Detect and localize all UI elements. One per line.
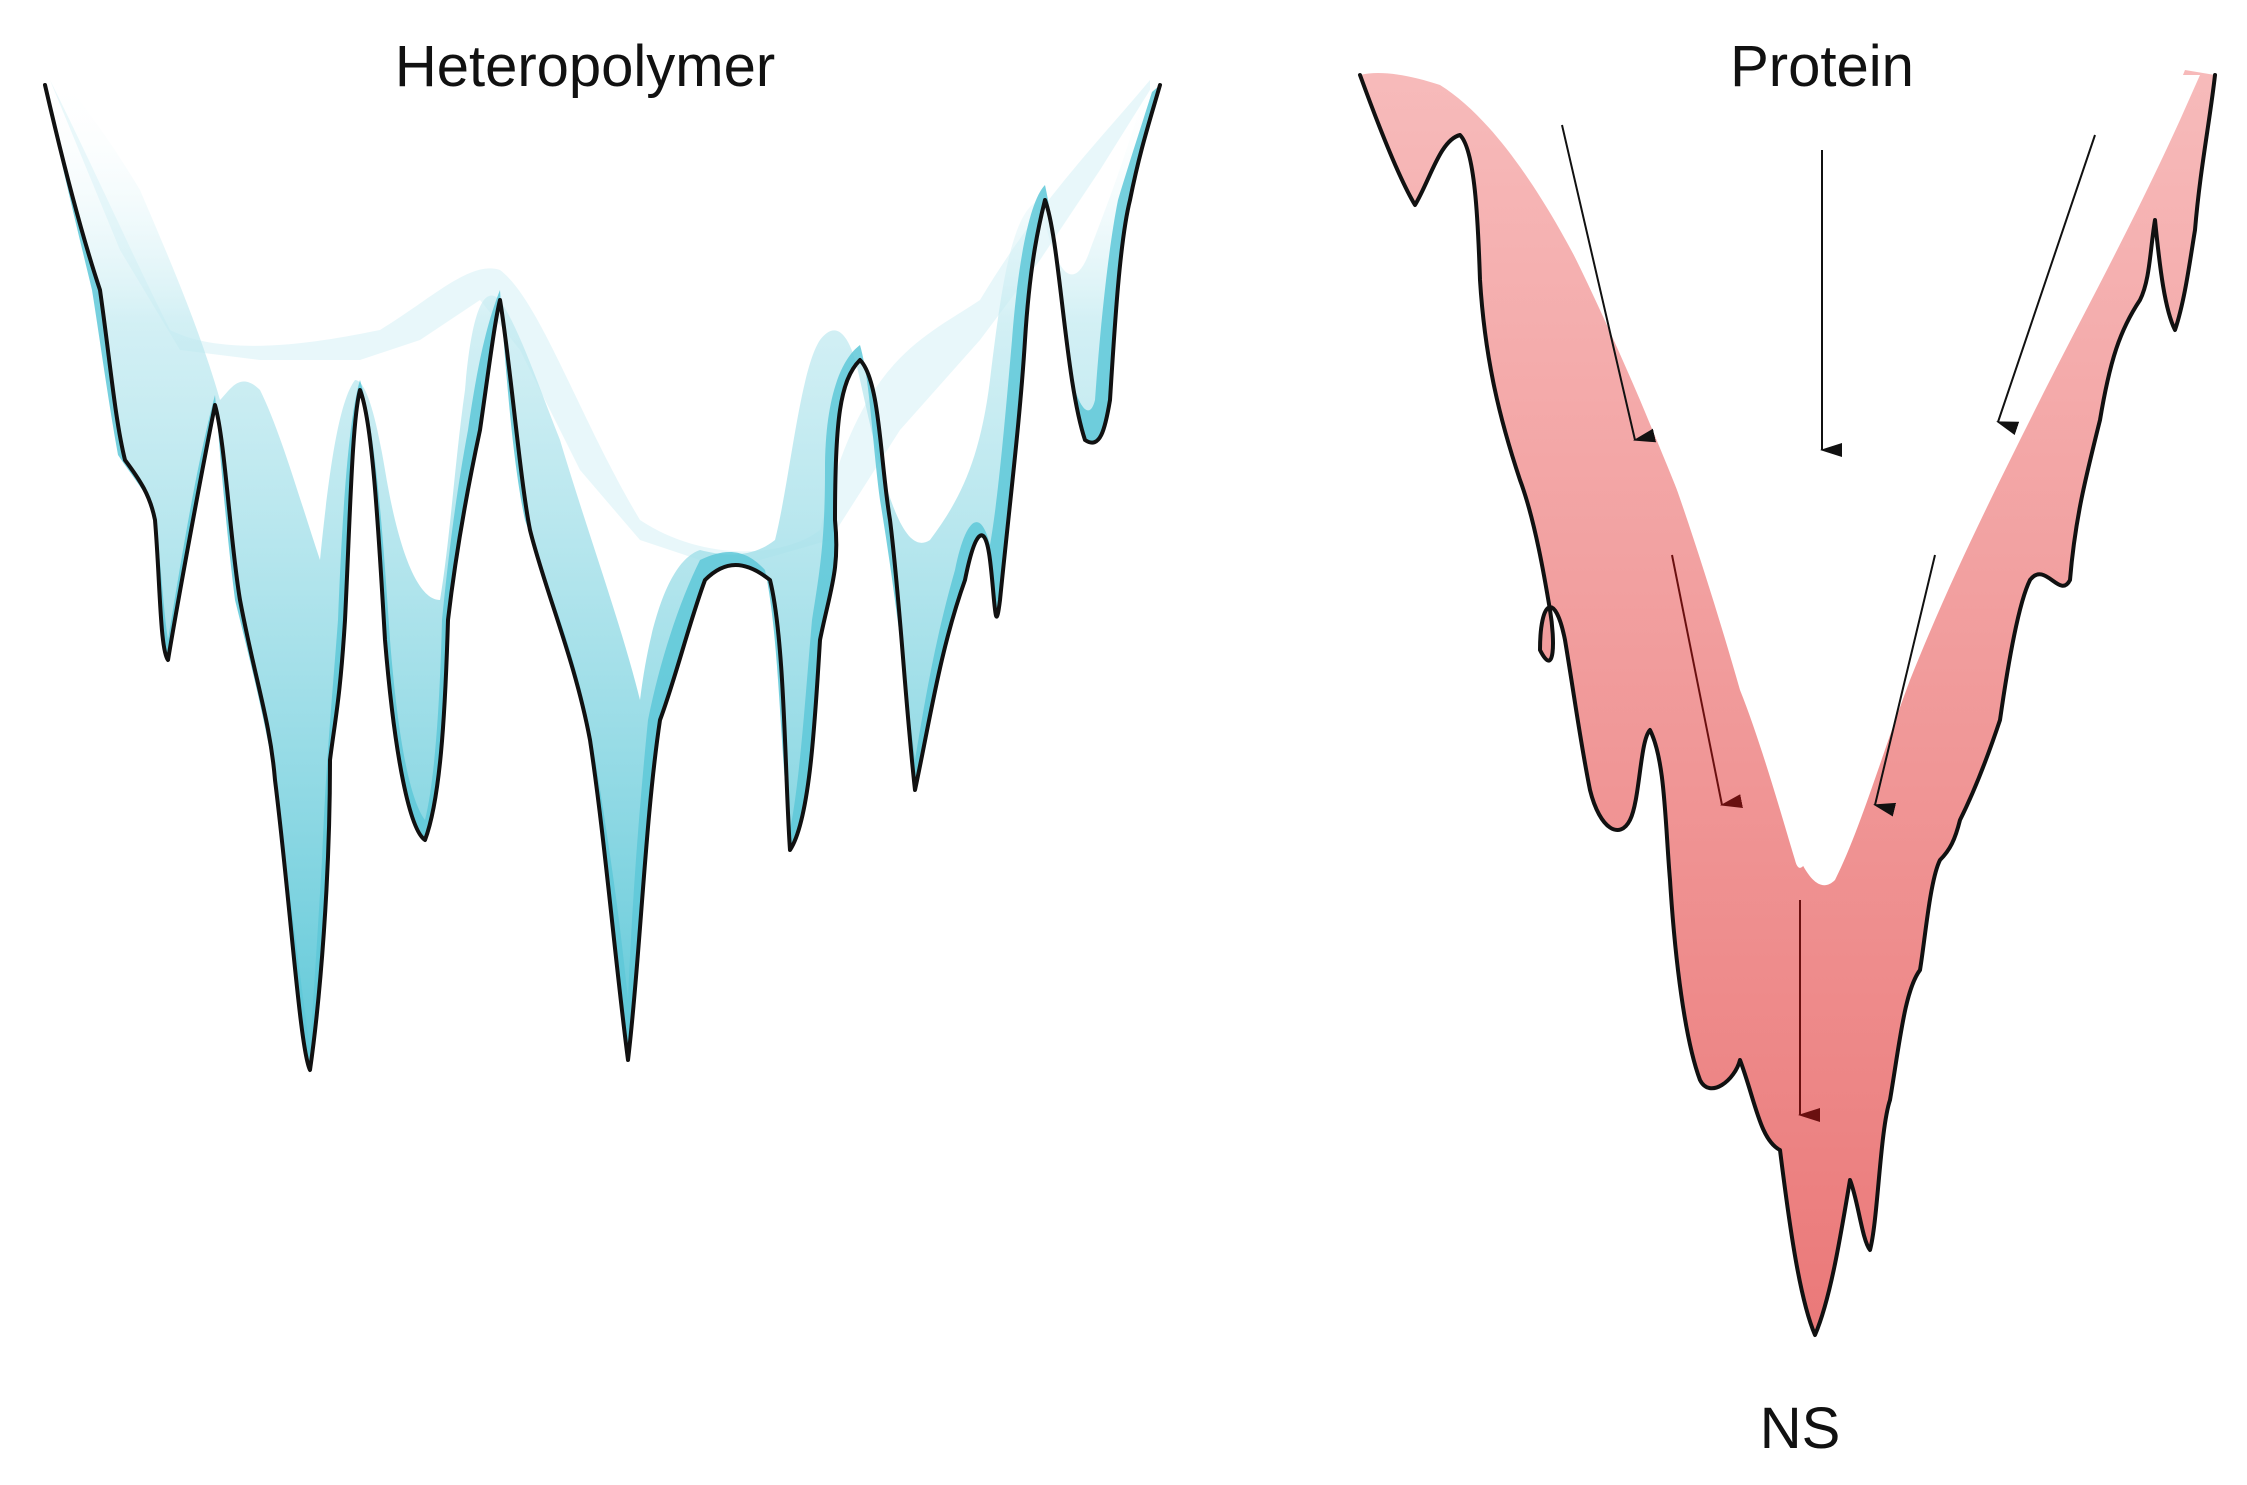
protein-funnel-inner	[1470, 75, 2200, 886]
native-state-label: NS	[1759, 1396, 1841, 1461]
protein-outline	[1358, 73, 2217, 1337]
heteropolymer-band	[45, 85, 1160, 1070]
protein-title: Protein	[1730, 34, 1914, 99]
heteropolymer-title: Heteropolymer	[394, 34, 776, 99]
arrow-upper-left	[1561, 124, 1657, 443]
arrow-upper-right	[1996, 134, 2096, 436]
protein-panel	[1358, 70, 2217, 1337]
arrow-middle-left	[1671, 554, 1743, 808]
heteropolymer-outline	[43, 83, 1162, 1072]
heteropolymer-panel	[43, 75, 1162, 1072]
arrow-middle-right	[1873, 554, 1936, 817]
